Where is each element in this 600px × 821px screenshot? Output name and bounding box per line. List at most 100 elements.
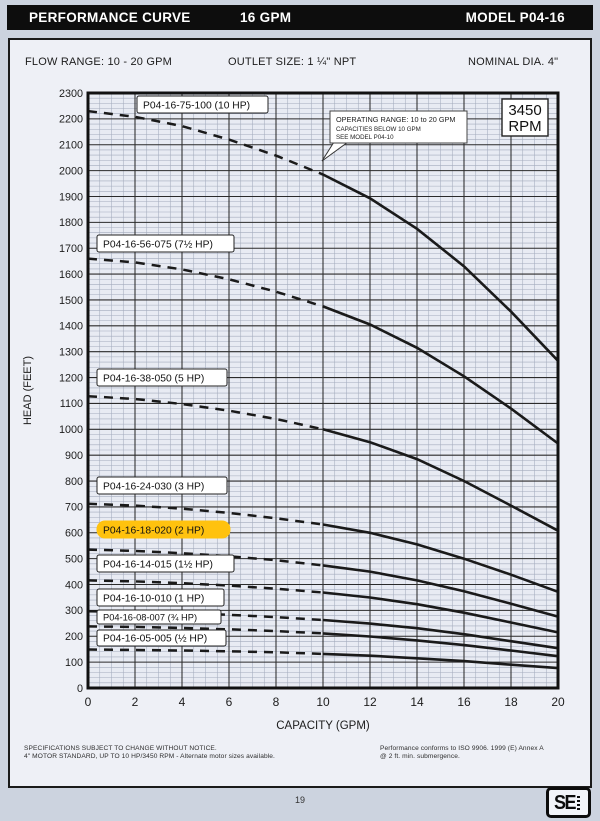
- svg-text:0: 0: [77, 683, 83, 695]
- svg-text:6: 6: [226, 695, 233, 709]
- svg-text:200: 200: [65, 631, 83, 643]
- svg-text:18: 18: [504, 695, 518, 709]
- header-bar: PERFORMANCE CURVE 16 GPM MODEL P04-16: [7, 5, 593, 30]
- callout-box: [329, 110, 468, 144]
- rpm-unit: RPM: [508, 118, 541, 135]
- curve-solid-1½HP: [322, 591, 559, 634]
- x-axis-title: CAPACITY (GPM): [276, 720, 370, 732]
- curve-solid-2HP: [322, 564, 559, 618]
- svg-text:400: 400: [65, 579, 83, 591]
- footer-spec-line2: 4" MOTOR STANDARD, UP TO 10 HP/3450 RPM …: [24, 753, 275, 761]
- svg-text:1100: 1100: [60, 398, 83, 410]
- curve-label-box: [96, 609, 222, 625]
- svg-text:900: 900: [65, 450, 83, 462]
- curve-label-2HP: P04-16-18-020 (2 HP): [103, 526, 204, 537]
- footer-iso-line2: @ 2 ft. min. submergence.: [380, 753, 460, 761]
- callout-line3: SEE MODEL P04-10: [336, 134, 394, 141]
- svg-text:1700: 1700: [59, 243, 83, 255]
- svg-text:600: 600: [65, 528, 83, 540]
- curve-solid-7½HP: [322, 305, 559, 445]
- svg-text:2300: 2300: [59, 88, 83, 100]
- curve-label-box: [136, 95, 269, 114]
- curve-dashed-¾HP: [87, 625, 324, 635]
- curve-label-box: [96, 476, 228, 495]
- curve-dashed-½HP: [87, 648, 324, 656]
- curve-solid-10HP: [322, 173, 559, 362]
- svg-text:1000: 1000: [59, 424, 83, 436]
- curve-label-box: [96, 234, 235, 253]
- svg-text:1300: 1300: [59, 346, 83, 358]
- curve-label-10HP: P04-16-75-100 (10 HP): [143, 101, 250, 112]
- svg-text:100: 100: [65, 657, 83, 669]
- svg-text:500: 500: [65, 553, 83, 565]
- svg-text:700: 700: [65, 502, 83, 514]
- nominal-diameter-label: NOMINAL DIA. 4": [468, 56, 559, 68]
- outlet-size-label: OUTLET SIZE: 1 ¼" NPT: [228, 56, 357, 68]
- curve-label-3HP: P04-16-24-030 (3 HP): [103, 482, 204, 493]
- callout-line1: OPERATING RANGE: 10 to 20 GPM: [336, 115, 456, 124]
- svg-text:10: 10: [316, 695, 330, 709]
- plot-border: [86, 91, 560, 690]
- svg-text:14: 14: [410, 695, 424, 709]
- svg-text:2000: 2000: [59, 165, 83, 177]
- svg-text:800: 800: [65, 476, 83, 488]
- rpm-badge-box: [501, 98, 549, 137]
- header-flow-rating: 16 GPM: [240, 10, 292, 25]
- curve-dashed-10HP: [87, 109, 324, 176]
- header-model-number: MODEL P04-16: [465, 10, 565, 25]
- curve-label-1½HP: P04-16-14-015 (1½ HP): [103, 560, 213, 571]
- curve-label-7½HP: P04-16-56-075 (7½ HP): [103, 240, 213, 251]
- curve-solid-¾HP: [322, 632, 559, 658]
- curve-solid-3HP: [322, 523, 559, 594]
- curve-label-box: [96, 554, 235, 573]
- y-axis-ticks: 0 100 200 300 400 500 600 700 800 900 1000 1100 1200…: [59, 88, 83, 695]
- page-title: PERFORMANCE CURVE: [29, 10, 191, 25]
- curve-label-¾HP: P04-16-08-007 (¾ HP): [103, 613, 197, 623]
- svg-text:20: 20: [551, 695, 565, 709]
- curve-label-box-highlighted: [96, 520, 231, 539]
- curve-label-1HP: P04-16-10-010 (1 HP): [103, 594, 204, 605]
- curve-dashed-3HP: [87, 502, 324, 526]
- svg-text:300: 300: [65, 605, 83, 617]
- svg-text:1500: 1500: [59, 295, 83, 307]
- footer-iso-note: Performance conforms to ISO 9906. 1999 (…: [380, 745, 544, 761]
- svg-text:2: 2: [132, 695, 139, 709]
- curve-solid-5HP: [322, 428, 559, 532]
- svg-text:2100: 2100: [59, 140, 83, 152]
- curve-dashed-5HP: [87, 394, 324, 431]
- curve-labels: P04-16-75-100 (10 HP) P04-16-56-075 (7½ H…: [96, 95, 269, 647]
- svg-text:4: 4: [179, 695, 186, 709]
- pump-curves: [87, 109, 559, 670]
- curve-solid-1HP: [322, 618, 559, 650]
- company-logo: SE: [546, 787, 591, 818]
- svg-text:1800: 1800: [59, 217, 83, 229]
- logo-side-marks: [577, 795, 580, 810]
- svg-text:2200: 2200: [59, 114, 83, 126]
- svg-text:12: 12: [363, 695, 377, 709]
- x-axis-ticks: 0 2 4 6 8 10 12 14 16 18 20: [85, 695, 565, 709]
- svg-text:1900: 1900: [59, 191, 83, 203]
- rpm-value: 3450: [508, 102, 541, 119]
- logo-text: SE: [553, 790, 577, 814]
- svg-text:1600: 1600: [59, 269, 83, 281]
- curve-solid-½HP: [322, 652, 559, 670]
- y-axis-title: HEAD (FEET): [22, 356, 34, 425]
- svg-text:8: 8: [273, 695, 280, 709]
- curve-label-box: [96, 368, 228, 387]
- curve-dashed-1½HP: [87, 579, 324, 594]
- curve-dashed-7½HP: [87, 257, 324, 308]
- svg-text:1400: 1400: [59, 321, 83, 333]
- footer-iso-line1: Performance conforms to ISO 9906. 1999 (…: [380, 745, 544, 752]
- curve-label-box: [96, 588, 225, 607]
- callout-line2: CAPACITIES BELOW 10 GPM: [336, 126, 421, 133]
- page-number: 19: [294, 795, 305, 805]
- footer-spec-line1: SPECIFICATIONS SUBJECT TO CHANGE WITHOUT…: [24, 745, 217, 752]
- flow-range-label: FLOW RANGE: 10 - 20 GPM: [25, 56, 173, 68]
- footer-specifications: SPECIFICATIONS SUBJECT TO CHANGE WITHOUT…: [24, 745, 275, 761]
- svg-text:1200: 1200: [59, 372, 83, 384]
- curve-label-box: [96, 629, 227, 647]
- svg-text:16: 16: [457, 695, 471, 709]
